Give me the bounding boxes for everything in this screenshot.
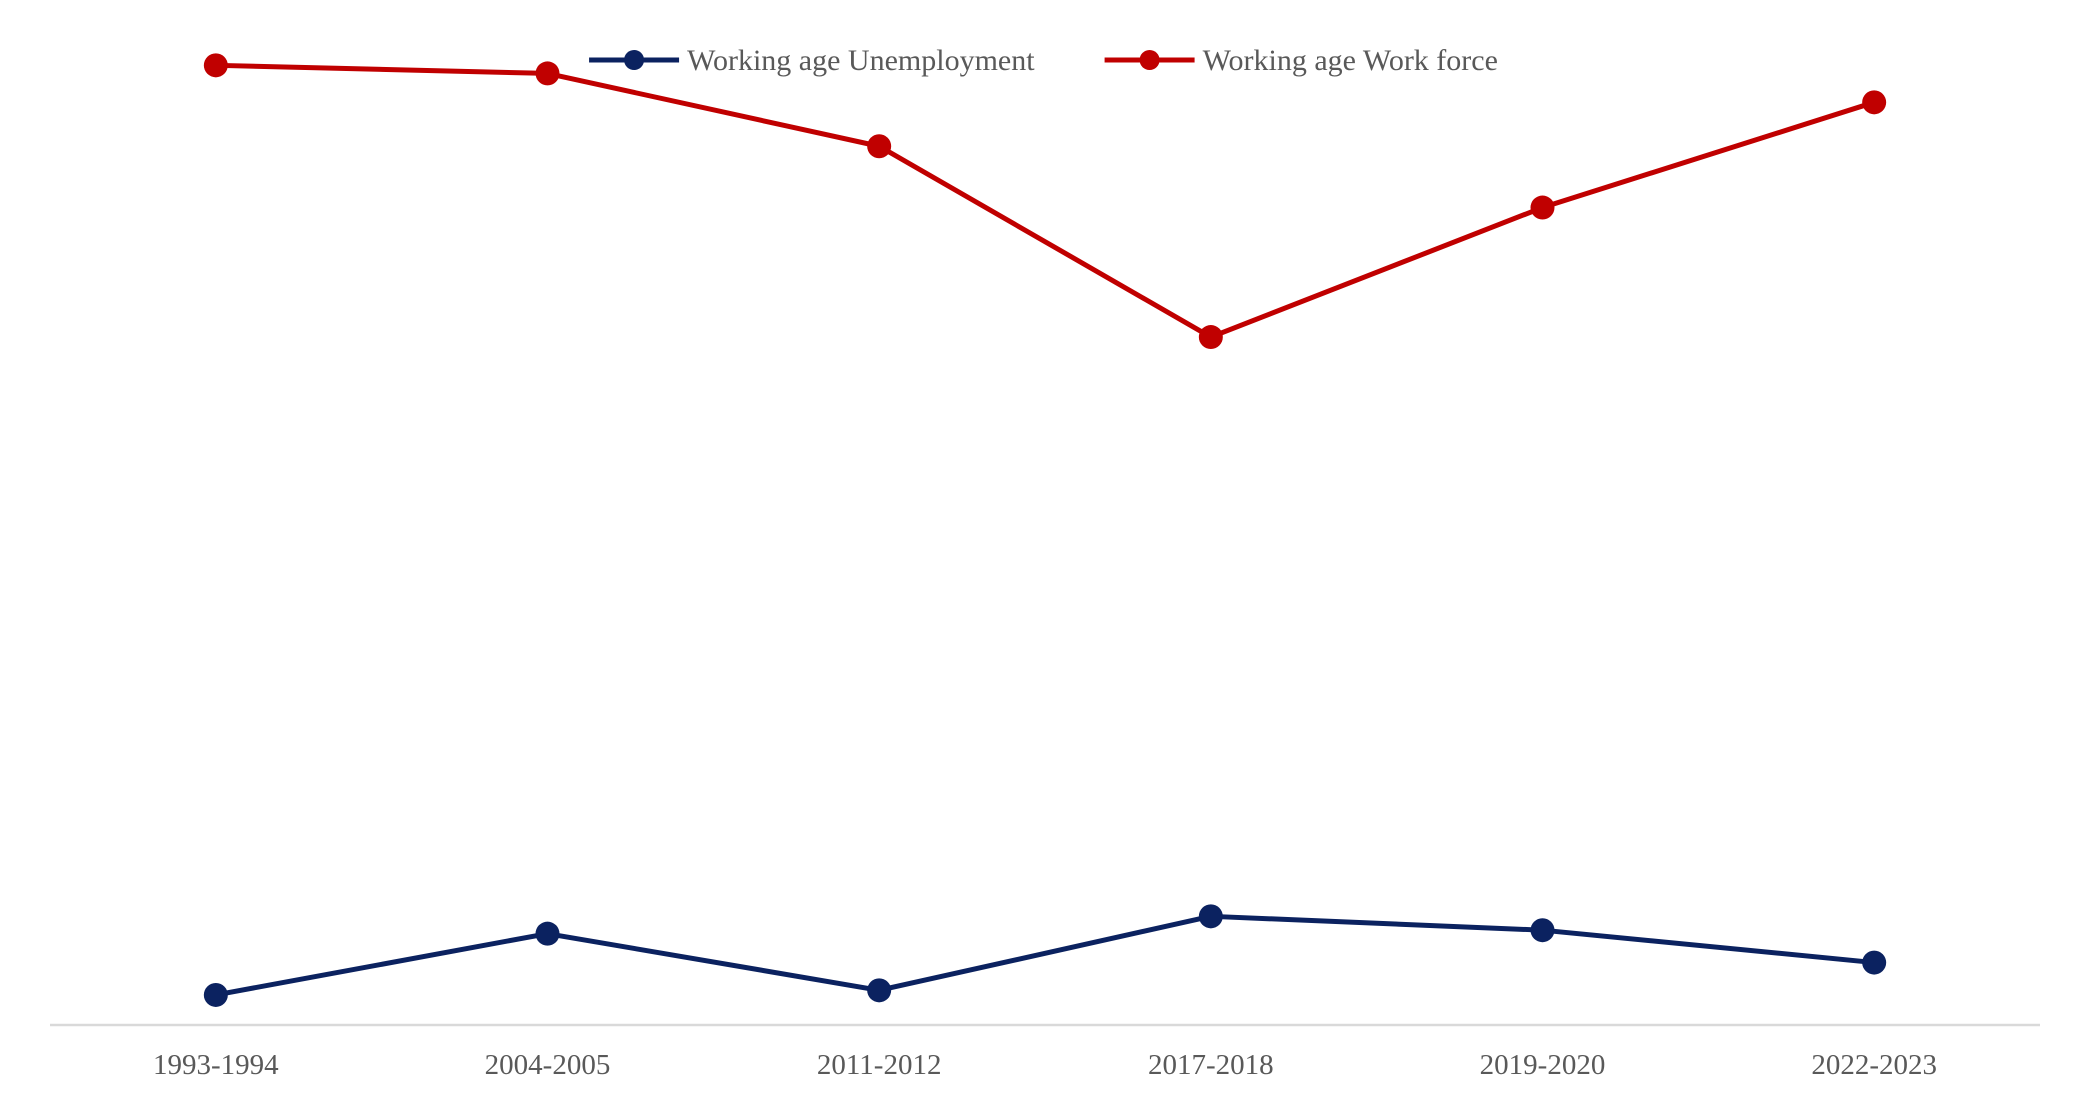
legend-item: Working age Work force	[1104, 44, 1498, 77]
legend: Working age Unemployment Working age Work…	[589, 44, 1498, 77]
series-1	[203, 904, 1887, 1007]
data-point	[203, 982, 228, 1007]
data-point	[1198, 904, 1223, 929]
plot-area	[203, 53, 1887, 1007]
x-tick-label: 2011-2012	[817, 1049, 942, 1081]
data-point	[535, 921, 560, 946]
series-line	[213, 913, 1877, 998]
legend-item: Working age Unemployment	[589, 44, 1035, 77]
data-point	[867, 134, 892, 159]
data-point	[1862, 90, 1887, 115]
data-point	[1530, 195, 1555, 220]
data-point	[867, 978, 892, 1003]
data-point	[535, 61, 560, 86]
x-tick-label: 1993-1994	[153, 1049, 279, 1081]
x-tick-label: 2019-2020	[1480, 1049, 1606, 1081]
x-tick-label: 2004-2005	[485, 1049, 611, 1081]
legend-marker	[624, 50, 645, 70]
legend-marker	[1139, 50, 1160, 70]
data-point	[203, 53, 228, 78]
data-point	[1530, 918, 1555, 943]
x-tick-label: 2022-2023	[1811, 1049, 1937, 1081]
x-axis-tick-labels: 1993-1994 2004-2005 2011-2012 2017-2018 2019…	[153, 1049, 1937, 1081]
data-point	[1198, 325, 1223, 350]
legend-label: Working age Unemployment	[687, 44, 1035, 77]
x-tick-label: 2017-2018	[1148, 1049, 1274, 1081]
data-point	[1862, 950, 1887, 975]
series-line	[213, 62, 1877, 340]
series-2	[203, 53, 1887, 350]
legend-label: Working age Work force	[1203, 44, 1498, 77]
